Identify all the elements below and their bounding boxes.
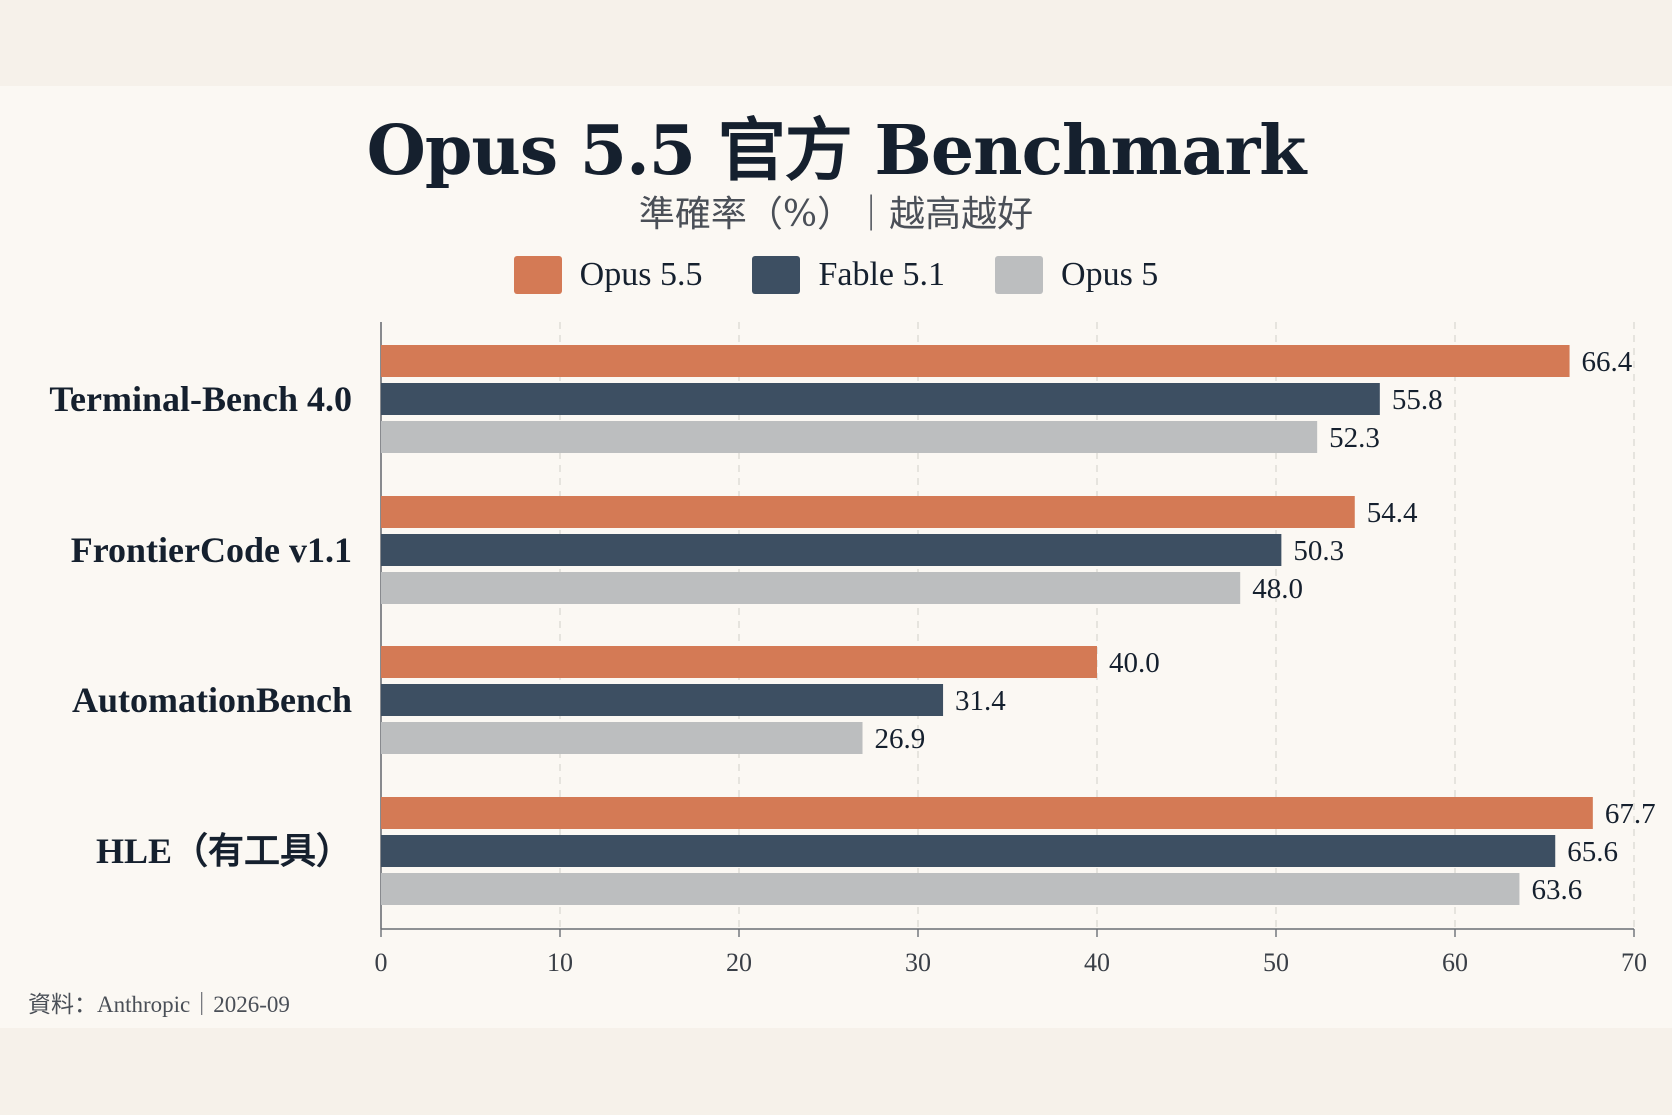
bar xyxy=(381,835,1556,867)
bar-value-label: 31.4 xyxy=(955,685,1006,717)
legend-swatch xyxy=(995,256,1044,294)
x-tick-label: 20 xyxy=(726,948,752,977)
bar xyxy=(381,496,1355,528)
legend-swatch xyxy=(752,256,801,294)
bar xyxy=(381,722,863,754)
bar xyxy=(381,534,1282,566)
legend-label: Opus 5 xyxy=(1061,256,1159,293)
chart-title: Opus 5.5 官方 Benchmark xyxy=(366,111,1307,191)
bar xyxy=(381,572,1241,604)
bar-value-label: 63.6 xyxy=(1531,874,1582,906)
chart-subtitle: 準確率（%）｜越高越好 xyxy=(638,194,1034,235)
x-tick-label: 30 xyxy=(905,948,931,977)
bar-value-label: 50.3 xyxy=(1293,535,1344,567)
legend-item-1: Fable 5.1 xyxy=(752,256,945,294)
chart-legend: Opus 5.5 Fable 5.1 Opus 5 xyxy=(0,256,1672,294)
bar-value-label: 55.8 xyxy=(1392,384,1443,416)
category-label: HLE（有工具） xyxy=(96,831,352,871)
bar xyxy=(381,421,1318,453)
bar-value-label: 52.3 xyxy=(1329,422,1380,454)
category-label: AutomationBench xyxy=(72,680,352,720)
bar-value-label: 54.4 xyxy=(1367,497,1418,529)
x-tick-label: 0 xyxy=(375,948,388,977)
source-note: 資料：Anthropic｜2026-09 xyxy=(28,992,290,1017)
x-tick-label: 10 xyxy=(547,948,573,977)
bar-value-label: 65.6 xyxy=(1567,836,1618,868)
x-tick-label: 70 xyxy=(1621,948,1647,977)
legend-label: Opus 5.5 xyxy=(579,256,703,293)
bar-value-label: 67.7 xyxy=(1605,798,1656,830)
bar xyxy=(381,797,1593,829)
bar-value-label: 40.0 xyxy=(1109,647,1160,679)
bar xyxy=(381,345,1570,377)
bar-value-label: 48.0 xyxy=(1252,573,1303,605)
bar-value-label: 26.9 xyxy=(875,723,926,755)
bar xyxy=(381,383,1380,415)
bar-value-label: 66.4 xyxy=(1582,346,1633,378)
bar xyxy=(381,684,944,716)
legend-item-0: Opus 5.5 xyxy=(513,256,703,294)
legend-label: Fable 5.1 xyxy=(818,256,946,293)
category-label: FrontierCode v1.1 xyxy=(71,530,352,570)
x-tick-label: 50 xyxy=(1263,948,1289,977)
category-label: Terminal-Bench 4.0 xyxy=(49,379,352,419)
bar xyxy=(381,646,1097,678)
x-tick-label: 40 xyxy=(1084,948,1110,977)
legend-item-2: Opus 5 xyxy=(995,256,1158,294)
legend-swatch xyxy=(513,256,562,294)
bar xyxy=(381,873,1520,905)
x-tick-label: 60 xyxy=(1442,948,1468,977)
